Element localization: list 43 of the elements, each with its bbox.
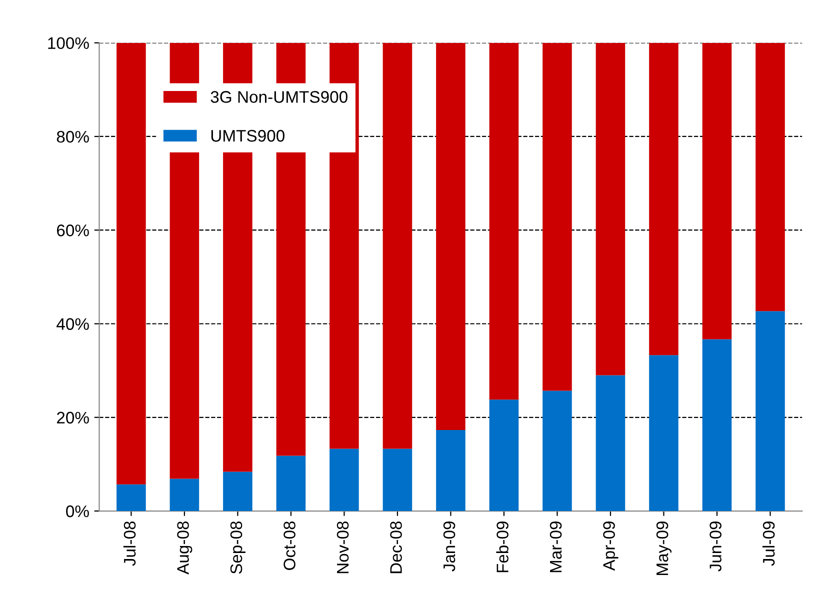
x-tick-label: Mar-09 — [550, 522, 562, 572]
x-tick-label: Nov-08 — [336, 521, 349, 574]
bar — [436, 430, 466, 512]
bar — [276, 456, 306, 512]
bar — [649, 42, 678, 356]
bar — [170, 478, 200, 512]
y-tick-label: 20% — [57, 412, 89, 424]
bar — [596, 42, 626, 376]
x-tick-label: Jan-09 — [443, 522, 456, 572]
bar — [702, 42, 732, 340]
legend-label: UMTS900 — [211, 130, 284, 142]
bar — [382, 42, 412, 449]
bar — [489, 400, 519, 512]
bar — [756, 311, 785, 512]
legend-label: 3G Non-UMTS900 — [210, 91, 348, 103]
bar — [223, 472, 252, 512]
bar — [116, 484, 146, 512]
y-tick-label: 40% — [56, 318, 89, 330]
bar — [542, 42, 572, 391]
x-tick-label: Jul-08 — [123, 521, 136, 566]
x-tick-label: May-09 — [656, 522, 672, 575]
bar — [702, 339, 732, 512]
x-tick-label: Feb-09 — [496, 522, 508, 572]
y-tick-label: 0% — [66, 505, 89, 518]
x-tick-label: Oct-08 — [284, 521, 296, 570]
bar — [489, 42, 519, 400]
x-tick-label: Apr-09 — [603, 522, 618, 571]
bar — [382, 448, 412, 512]
bar — [596, 375, 626, 512]
x-tick-label: Jun-09 — [710, 522, 722, 572]
bar — [756, 42, 785, 312]
x-tick-label: Sep-08 — [230, 521, 246, 574]
x-tick-label: Jul-09 — [762, 522, 775, 566]
bar — [649, 355, 678, 512]
y-tick-label: 100% — [48, 37, 89, 50]
bar — [330, 448, 359, 512]
bar — [542, 390, 572, 512]
x-tick-label: Dec-08 — [390, 521, 402, 574]
x-tick-label: Aug-08 — [177, 521, 192, 574]
y-tick-label: 60% — [57, 224, 89, 236]
y-tick-label: 80% — [56, 130, 89, 143]
bar — [116, 42, 146, 484]
bar — [436, 42, 466, 430]
